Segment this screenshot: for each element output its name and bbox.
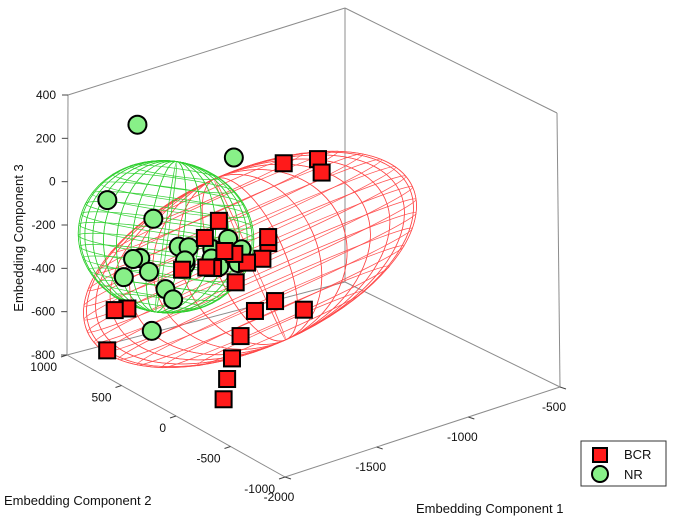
bcr-point <box>266 292 285 311</box>
nr-ellipsoid-outline <box>77 160 255 314</box>
legend-bcr-marker <box>592 447 608 463</box>
points-group <box>97 114 331 409</box>
tick-group: -800-600-400-2000200400-1000-50005001000… <box>30 88 566 504</box>
y-tick-label-3: 500 <box>91 391 111 405</box>
bcr-point <box>218 370 237 389</box>
bcr-point <box>226 273 245 292</box>
x-tick-0 <box>284 476 292 480</box>
bcr-point <box>209 211 228 230</box>
bcr-point <box>214 390 233 409</box>
x-tick-label-0: -2000 <box>264 490 295 504</box>
nr-point <box>163 289 184 310</box>
legend-nr-marker <box>591 465 609 483</box>
nr-point <box>123 249 144 270</box>
x-tick-label-3: -500 <box>542 400 566 414</box>
z-tick-label-0: -800 <box>31 348 55 362</box>
legend: BCR NR <box>580 440 667 487</box>
bcr-point <box>259 228 278 247</box>
bcr-point <box>197 258 216 277</box>
bcr-point <box>294 300 313 319</box>
bcr-point <box>105 301 124 320</box>
z-tick-label-1: -600 <box>31 305 55 319</box>
x-tick-3 <box>559 386 567 390</box>
box-edge-8 <box>556 112 561 388</box>
y-tick-2 <box>169 415 177 419</box>
y-tick-label-2: 0 <box>159 421 166 435</box>
y-tick-1 <box>224 446 231 449</box>
bcr-point <box>245 301 264 320</box>
box-edge-0 <box>67 7 346 96</box>
y-tick-0 <box>278 476 286 480</box>
y-tick-label-4: 1000 <box>30 360 57 374</box>
legend-nr-label: NR <box>624 467 643 482</box>
x-axis-label: Embedding Component 1 <box>416 501 563 516</box>
z-tick-label-3: -200 <box>31 218 55 232</box>
bcr-point <box>98 341 117 360</box>
nr-point <box>113 267 134 288</box>
axis-labels: Embedding Component 3 Embedding Component… <box>4 164 563 516</box>
bcr-point <box>253 249 272 268</box>
bcr-point <box>274 154 293 173</box>
ellipsoid-group <box>77 150 417 369</box>
bcr-point <box>173 260 192 279</box>
bcr-point <box>222 349 241 368</box>
y-tick-label-1: -500 <box>196 452 220 466</box>
z-tick-label-6: 400 <box>36 88 56 102</box>
y-tick-label-0: -1000 <box>244 482 275 496</box>
box-edge-5 <box>344 281 561 388</box>
y-tick-4 <box>60 354 68 358</box>
bcr-ellipsoid-latitude-11 <box>161 265 390 369</box>
bcr-point <box>215 242 234 260</box>
nr-point <box>138 261 159 282</box>
box-edge-7 <box>344 7 558 114</box>
nr-point <box>97 190 118 211</box>
x-tick-label-2: -1000 <box>447 430 478 444</box>
bcr-point <box>195 228 214 247</box>
x-tick-1 <box>376 446 383 450</box>
bcr-point <box>312 163 331 182</box>
nr-point <box>127 114 148 135</box>
y-axis-label: Embedding Component 2 <box>4 493 151 508</box>
legend-bcr-label: BCR <box>624 447 651 462</box>
z-tick-label-2: -400 <box>31 261 55 275</box>
z-tick-label-4: 0 <box>49 175 56 189</box>
nr-point <box>143 208 164 229</box>
box-edge-6 <box>284 386 561 478</box>
bcr-point <box>231 327 250 346</box>
x-tick-2 <box>468 416 475 420</box>
x-tick-label-1: -1500 <box>355 460 386 474</box>
z-tick-label-5: 200 <box>36 131 56 145</box>
z-axis-label: Embedding Component 3 <box>11 164 26 311</box>
nr-point <box>141 320 162 341</box>
nr-point <box>223 147 244 168</box>
y-tick-3 <box>115 385 122 388</box>
